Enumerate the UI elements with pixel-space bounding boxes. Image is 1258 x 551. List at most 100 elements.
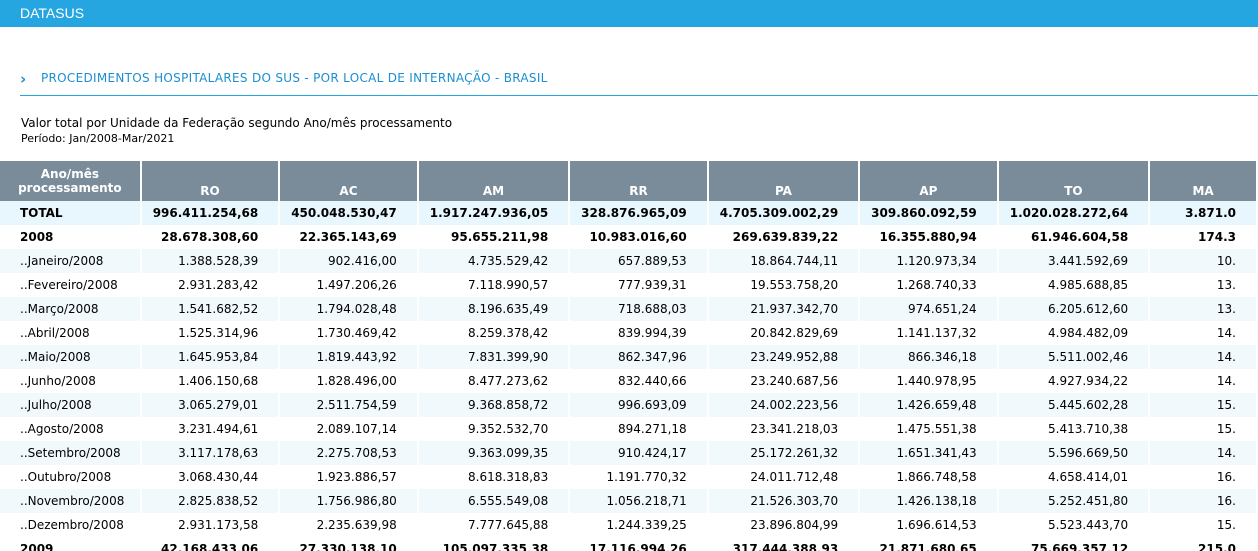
table-cell: 1.525.314,96 [141, 321, 279, 345]
table-cell: 95.655.211,98 [418, 225, 569, 249]
column-header: RO [141, 161, 279, 201]
column-header-label: PA [774, 184, 792, 198]
table-cell: 862.347,96 [570, 345, 707, 369]
table-cell: 1.120.973,34 [860, 249, 997, 273]
table-cell: 15. [1150, 417, 1256, 441]
table-cell: 28.678.308,60 [141, 225, 279, 249]
table-cell: 5.413.710,38 [998, 417, 1149, 441]
table-cell: 1.794.028,48 [280, 297, 417, 321]
table-row: ..Outubro/2008 3.068.430,44 1.923.886,57 8.… [0, 465, 1256, 489]
row-label: ..Abril/2008 [0, 321, 140, 345]
table-row: ..Maio/2008 1.645.953,84 1.819.443,92 7.831… [0, 345, 1256, 369]
column-header: TO [998, 161, 1149, 201]
table-cell: 4.705.309.002,29 [708, 201, 859, 225]
section-heading: › PROCEDIMENTOS HOSPITALARES DO SUS - PO… [20, 69, 1258, 96]
column-header: AP [860, 161, 997, 201]
row-label: ..Agosto/2008 [0, 417, 140, 441]
table-row: ..Novembro/2008 2.825.838,52 1.756.986,80 6… [0, 489, 1256, 513]
table-cell: 1.141.137,32 [860, 321, 997, 345]
table-cell: 16.355.880,94 [860, 225, 997, 249]
table-row: ..Junho/2008 1.406.150,68 1.828.496,00 8.47… [0, 369, 1256, 393]
table-cell: 9.368.858,72 [418, 393, 569, 417]
table-cell: 3.231.494,61 [141, 417, 279, 441]
table-cell: 866.346,18 [860, 345, 997, 369]
table-cell: 1.244.339,25 [570, 513, 707, 537]
table-cell: 4.658.414,01 [998, 465, 1149, 489]
table-cell: 19.553.758,20 [708, 273, 859, 297]
data-table-container[interactable]: Ano/mês processamento RO AC AM RR PA AP … [0, 161, 1258, 551]
table-cell: 1.541.682,52 [141, 297, 279, 321]
row-header-line2: processamento [18, 181, 122, 195]
table-cell: 23.341.218,03 [708, 417, 859, 441]
table-cell: 5.523.443,70 [998, 513, 1149, 537]
table-cell: 5.596.669,50 [998, 441, 1149, 465]
table-row: ..Março/2008 1.541.682,52 1.794.028,48 8.19… [0, 297, 1256, 321]
table-cell: 17.116.994,26 [570, 537, 707, 551]
table-cell: 3.441.592,69 [998, 249, 1149, 273]
table-cell: 14. [1150, 345, 1256, 369]
table-cell: 14. [1150, 321, 1256, 345]
table-cell: 15. [1150, 393, 1256, 417]
table-cell: 1.917.247.936,05 [418, 201, 569, 225]
column-header-label: AM [482, 184, 505, 198]
table-cell: 5.252.451,80 [998, 489, 1149, 513]
table-cell: 1.923.886,57 [280, 465, 417, 489]
table-cell: 902.416,00 [280, 249, 417, 273]
table-cell: 61.946.604,58 [998, 225, 1149, 249]
period-value: Jan/2008-Mar/2021 [69, 132, 175, 145]
column-header-label: AP [919, 184, 938, 198]
table-cell: 8.196.635,49 [418, 297, 569, 321]
table-cell: 4.984.482,09 [998, 321, 1149, 345]
table-row: ..Dezembro/2008 2.931.173,58 2.235.639,98 7… [0, 513, 1256, 537]
table-cell: 718.688,03 [570, 297, 707, 321]
table-cell: 657.889,53 [570, 249, 707, 273]
table-cell: 105.097.335,38 [418, 537, 569, 551]
table-cell: 839.994,39 [570, 321, 707, 345]
table-cell: 832.440,66 [570, 369, 707, 393]
table-cell: 8.477.273,62 [418, 369, 569, 393]
table-cell: 7.777.645,88 [418, 513, 569, 537]
column-header: MA [1150, 161, 1256, 201]
row-label: 2009 [0, 537, 140, 551]
table-cell: 4.985.688,85 [998, 273, 1149, 297]
table-cell: 1.828.496,00 [280, 369, 417, 393]
brand-label[interactable]: DATASUS [20, 5, 85, 21]
table-cell: 269.639.839,22 [708, 225, 859, 249]
table-row: ..Janeiro/2008 1.388.528,39 902.416,00 4.73… [0, 249, 1256, 273]
table-cell: 9.363.099,35 [418, 441, 569, 465]
table-cell: 450.048.530,47 [280, 201, 417, 225]
table-total-row: TOTAL 996.411.254,68 450.048.530,47 1.917.2… [0, 201, 1256, 225]
table-cell: 996.693,09 [570, 393, 707, 417]
row-label: ..Setembro/2008 [0, 441, 140, 465]
table-cell: 4.735.529,42 [418, 249, 569, 273]
table-cell: 6.205.612,60 [998, 297, 1149, 321]
table-cell: 2.825.838,52 [141, 489, 279, 513]
table-cell: 1.426.659,48 [860, 393, 997, 417]
row-label: ..Março/2008 [0, 297, 140, 321]
row-header-line1: Ano/mês [40, 167, 99, 181]
table-cell: 1.497.206,26 [280, 273, 417, 297]
table-cell: 1.756.986,80 [280, 489, 417, 513]
table-cell: 1.730.469,42 [280, 321, 417, 345]
table-cell: 7.118.990,57 [418, 273, 569, 297]
row-label: ..Outubro/2008 [0, 465, 140, 489]
table-cell: 23.249.952,88 [708, 345, 859, 369]
chevron-right-icon: › [20, 70, 27, 88]
table-row: ..Fevereiro/2008 2.931.283,42 1.497.206,26… [0, 273, 1256, 297]
table-cell: 9.352.532,70 [418, 417, 569, 441]
row-label: ..Novembro/2008 [0, 489, 140, 513]
table-cell: 3.068.430,44 [141, 465, 279, 489]
table-cell: 3.065.279,01 [141, 393, 279, 417]
table-cell: 328.876.965,09 [570, 201, 707, 225]
table-cell: 215.0 [1150, 537, 1256, 551]
table-cell: 3.117.178,63 [141, 441, 279, 465]
table-cell: 1.020.028.272,64 [998, 201, 1149, 225]
table-row: ..Setembro/2008 3.117.178,63 2.275.708,53 9… [0, 441, 1256, 465]
table-cell: 996.411.254,68 [141, 201, 279, 225]
column-header-label: TO [1064, 184, 1083, 198]
table-year-row: 2009 42.168.433,06 27.330.138,10 105.097.33… [0, 537, 1256, 551]
table-cell: 309.860.092,59 [860, 201, 997, 225]
table-year-row: 2008 28.678.308,60 22.365.143,69 95.655.211… [0, 225, 1256, 249]
table-cell: 5.511.002,46 [998, 345, 1149, 369]
table-cell: 2.275.708,53 [280, 441, 417, 465]
